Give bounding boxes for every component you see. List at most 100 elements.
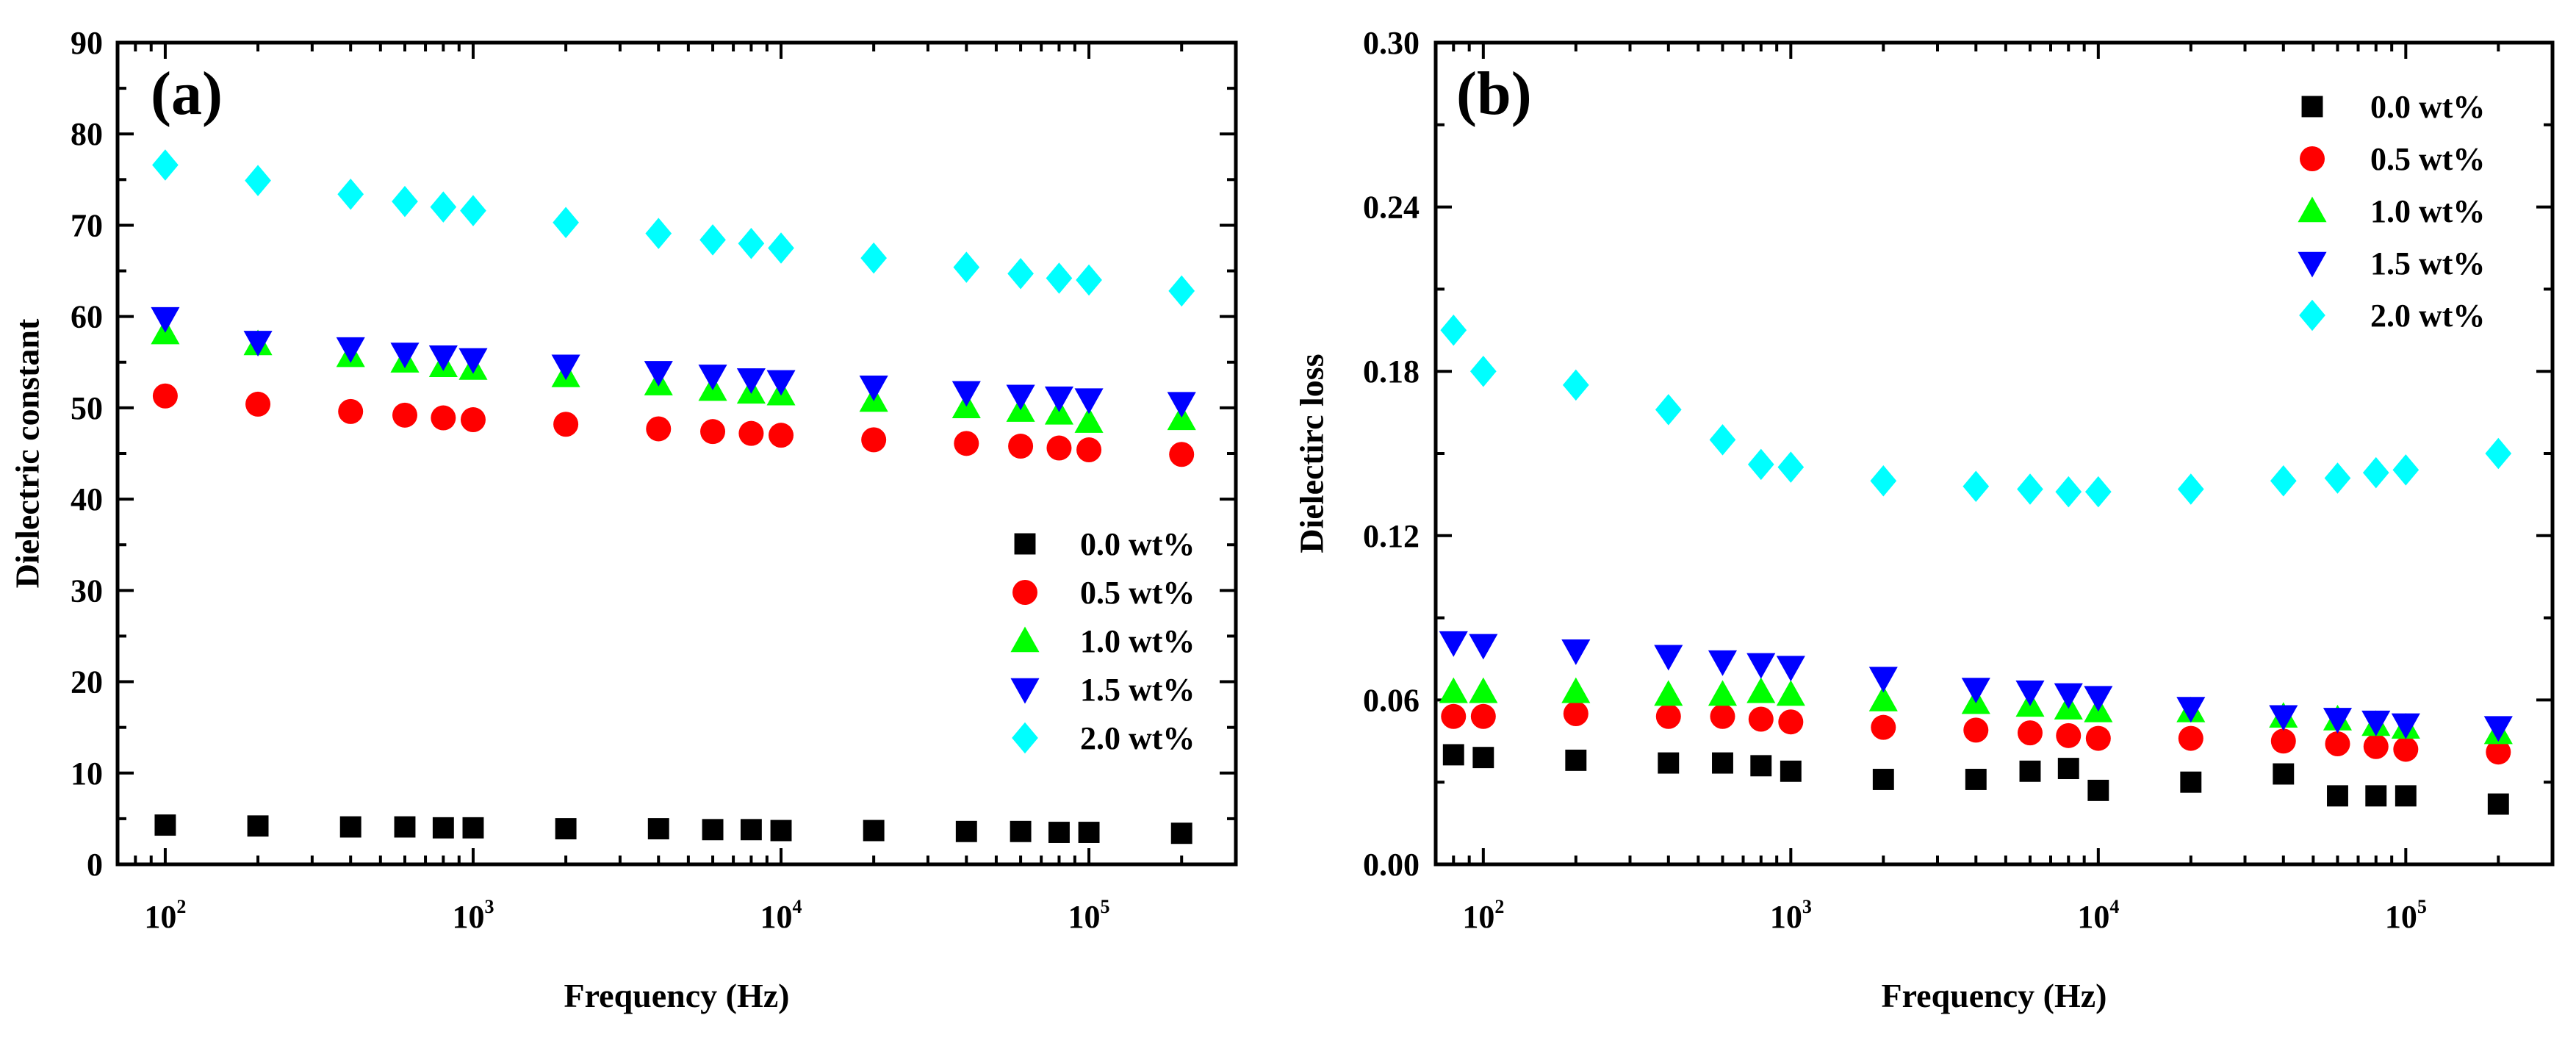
data-point [2486, 739, 2511, 765]
data-point [2056, 722, 2082, 748]
data-point [431, 405, 456, 431]
legend-marker [1012, 722, 1038, 754]
y-axis-label: Dielectric constant [9, 318, 46, 588]
data-point [2483, 716, 2513, 742]
x-axis: 102 103 104 105 [116, 43, 1237, 935]
data-point [646, 416, 672, 442]
data-point [1747, 448, 1774, 481]
data-point [1469, 355, 1497, 387]
series-1-5-wt- [1439, 631, 2513, 742]
x-tick-label: 102 [144, 896, 186, 935]
data-point [553, 412, 579, 437]
x-tick-label: 102 [1462, 896, 1504, 935]
data-point [1439, 631, 1468, 657]
data-point [1439, 677, 1468, 703]
y-tick-label: 20 [71, 664, 103, 700]
data-point [1170, 822, 1192, 844]
data-point [702, 819, 724, 841]
data-point [2393, 736, 2419, 762]
data-point [1442, 744, 1464, 766]
data-point [769, 423, 794, 448]
data-point [336, 337, 365, 363]
legend-marker [1010, 626, 1040, 653]
series-0-5-wt- [1441, 701, 2511, 765]
data-point [2017, 720, 2043, 746]
data-point [154, 814, 176, 836]
panel-label: (b) [1456, 60, 1532, 128]
data-point [1961, 678, 1990, 704]
y-tick-label: 90 [71, 25, 103, 61]
x-tick-label: 104 [2077, 896, 2119, 935]
legend-marker [1012, 580, 1037, 605]
data-point [861, 427, 887, 453]
data-point [460, 195, 486, 226]
panel-b-dielectric-loss: 0.00 0.06 0.12 0.18 0.24 0.30 102 103 104 105 Freq… [1293, 25, 2555, 1014]
data-point [1750, 755, 1772, 777]
data-point [1746, 653, 1776, 679]
data-point [392, 185, 418, 218]
legend-label: 1.5 wt% [1080, 672, 1195, 708]
data-point [700, 419, 726, 445]
data-point [699, 224, 726, 256]
y-tick-label: 0 [87, 847, 103, 883]
data-point [2085, 725, 2111, 751]
x-tick-label: 103 [1770, 896, 1812, 935]
data-point [951, 381, 981, 407]
data-point [1046, 262, 1073, 294]
legend-marker [1010, 678, 1040, 704]
data-point [954, 431, 979, 456]
y-tick-label: 80 [71, 116, 103, 152]
data-point [462, 817, 484, 839]
data-point [1470, 703, 1496, 729]
data-point [2054, 683, 2083, 709]
data-point [955, 820, 977, 842]
data-point [1712, 752, 1733, 774]
data-point [152, 383, 178, 409]
data-point [645, 218, 672, 249]
data-point [2324, 462, 2351, 494]
data-point [551, 354, 580, 381]
data-point [553, 207, 579, 238]
data-point [1469, 677, 1498, 703]
data-point [2395, 785, 2417, 807]
data-point [1563, 701, 1589, 727]
y-tick-label: 10 [71, 756, 103, 792]
data-point [2270, 465, 2297, 497]
legend-label: 0.5 wt% [2370, 141, 2485, 177]
x-tick-label: 104 [760, 896, 802, 935]
data-point [647, 818, 669, 840]
data-point [339, 816, 361, 838]
data-point [2176, 697, 2206, 723]
axes-frame [115, 40, 1238, 867]
data-point [1008, 434, 1034, 459]
data-point [245, 165, 271, 196]
data-point [1746, 677, 1776, 703]
data-point [2177, 473, 2204, 505]
data-point [458, 348, 488, 374]
data-point [1561, 639, 1591, 665]
data-point [1046, 435, 1072, 461]
data-point [1007, 258, 1034, 290]
data-point [1044, 386, 1074, 412]
data-point [2015, 680, 2045, 706]
data-point [2487, 793, 2509, 815]
data-point [151, 306, 180, 333]
legend-marker [2301, 96, 2323, 118]
y-tick-label: 0.30 [1363, 25, 1420, 61]
y-tick-label: 0.24 [1363, 190, 1420, 226]
data-point [860, 242, 888, 274]
data-point [152, 149, 179, 181]
data-point [1658, 752, 1680, 774]
data-point [1965, 769, 1987, 790]
data-point [1872, 769, 1894, 790]
y-tick-label: 60 [71, 299, 103, 335]
data-point [1708, 650, 1738, 676]
data-point [2019, 760, 2041, 782]
plot-area [1436, 43, 2552, 864]
data-point [1441, 703, 1467, 729]
data-point [337, 178, 364, 210]
data-point [243, 331, 273, 356]
legend: 0.0 wt% 0.5 wt% 1.0 wt% 1.5 wt% 2.0 wt% [1010, 526, 1195, 756]
legend-label: 0.0 wt% [2370, 89, 2485, 125]
